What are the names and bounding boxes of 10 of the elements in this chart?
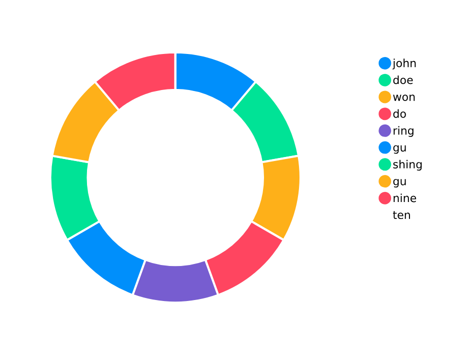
legend-label: john [392,58,416,70]
legend-label: gu [393,178,406,188]
legend-label: doe [393,76,413,84]
legend-label: gu [393,145,406,154]
legend-label: ring [394,126,414,137]
legend-label: do [393,109,406,118]
category-label: ten [392,211,410,220]
legend-label: won [393,94,415,101]
legend-label: shing [393,160,422,171]
legend-label: nine [394,194,416,202]
